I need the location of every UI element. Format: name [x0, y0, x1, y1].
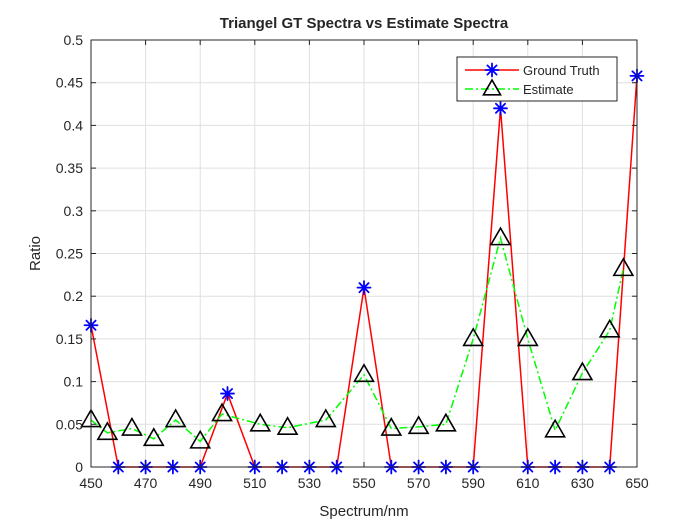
data-point — [249, 412, 272, 432]
x-tick-label: 490 — [189, 475, 213, 491]
data-point — [493, 100, 508, 116]
data-point — [462, 327, 485, 347]
data-point — [96, 421, 119, 441]
data-point — [220, 386, 235, 401]
data-point — [189, 429, 212, 449]
legend-entry: Ground Truth — [465, 62, 600, 78]
data-point — [356, 280, 372, 296]
data-point — [544, 418, 566, 438]
x-tick-label: 590 — [462, 475, 486, 491]
legend-marker — [482, 78, 502, 96]
data-point — [314, 408, 337, 428]
x-tick-label: 510 — [243, 475, 267, 491]
y-tick-label: 0 — [75, 459, 83, 475]
x-tick-label: 470 — [134, 475, 158, 491]
series-estimate — [80, 226, 635, 449]
x-tick-label: 530 — [298, 475, 322, 491]
chart-title: Triangel GT Spectra vs Estimate Spectra — [220, 15, 509, 32]
data-point — [435, 412, 457, 432]
data-point — [211, 402, 233, 422]
data-point — [407, 415, 430, 435]
data-point — [489, 226, 512, 246]
series-line — [90, 235, 625, 443]
x-tick-label: 650 — [625, 475, 649, 491]
y-tick-label: 0.2 — [64, 288, 84, 304]
data-point — [516, 327, 539, 347]
data-point — [276, 416, 299, 436]
legend-label: Ground Truth — [523, 63, 600, 78]
y-tick-label: 0.35 — [56, 160, 83, 176]
data-point — [571, 361, 594, 381]
x-tick-label: 550 — [352, 475, 376, 491]
y-tick-label: 0.25 — [56, 246, 83, 262]
data-point — [164, 408, 187, 428]
y-tick-label: 0.15 — [56, 331, 83, 347]
data-point — [612, 257, 635, 277]
data-point — [380, 416, 403, 436]
y-tick-label: 0.05 — [56, 416, 83, 432]
legend: Ground Truth Estimate — [456, 56, 618, 102]
legend-entry: Estimate — [465, 78, 574, 97]
x-tick-label: 450 — [79, 475, 103, 491]
y-axis-label: Ratio — [27, 236, 44, 271]
x-tick-label: 630 — [571, 475, 595, 491]
data-point — [598, 318, 621, 338]
data-point — [353, 363, 375, 383]
data-point — [121, 416, 143, 436]
y-tick-label: 0.45 — [56, 75, 83, 91]
y-tick-label: 0.3 — [64, 203, 84, 219]
x-axis-label: Spectrum/nm — [319, 503, 408, 520]
y-tick-label: 0.5 — [64, 32, 84, 48]
x-tick-label: 570 — [407, 475, 431, 491]
x-tick-label: 610 — [516, 475, 540, 491]
legend-label: Estimate — [523, 82, 574, 97]
y-tick-label: 0.4 — [64, 117, 84, 133]
ticks: 450 470 490 510 530 550 570 590 610 630 650 0 0.05 0.… — [56, 32, 649, 491]
legend-marker — [484, 62, 500, 78]
data-point — [142, 427, 165, 447]
y-tick-label: 0.1 — [64, 374, 84, 390]
